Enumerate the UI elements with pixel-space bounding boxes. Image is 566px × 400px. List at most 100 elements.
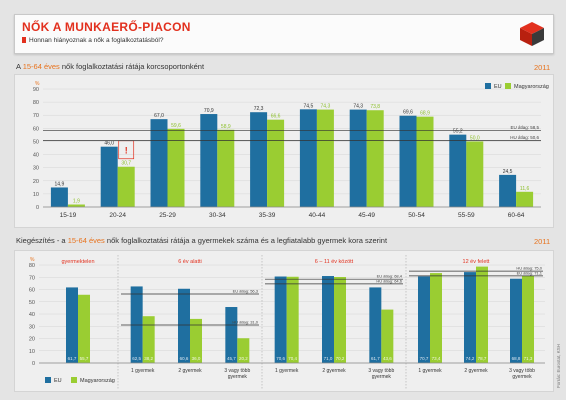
bar-hu xyxy=(430,273,442,363)
y-tick-label: 0 xyxy=(36,205,39,211)
y-tick-label: 40 xyxy=(33,153,39,159)
value-label-hu: 38,2 xyxy=(144,356,153,361)
header-bar: NŐK A MUNKAERŐ-PIACON Honnan hiányoznak … xyxy=(14,14,554,54)
value-label-eu: 60,6 xyxy=(180,356,189,361)
x-tick-label: 35-39 xyxy=(259,212,276,219)
section1-year: 2011 xyxy=(534,63,551,72)
reference-label: HU átlag: 64,6 xyxy=(376,278,402,283)
value-label-eu: 68,8 xyxy=(512,356,521,361)
bar-eu xyxy=(50,187,68,207)
value-label-hu: 11,6 xyxy=(520,186,530,192)
bar-hu xyxy=(522,275,534,363)
value-label-hu: 73,4 xyxy=(432,356,441,361)
y-unit-label: % xyxy=(30,257,35,263)
y-tick-label: 60 xyxy=(33,126,39,132)
x-tick-label: gyermek xyxy=(372,374,392,380)
value-label-hu: 50,0 xyxy=(470,135,480,141)
y-tick-label: 0 xyxy=(32,361,35,367)
section2-title: Kiegészítés - a 15-64 éves nők foglalkoz… xyxy=(16,236,388,245)
y-tick-label: 20 xyxy=(29,337,35,343)
value-label-hu: 58,9 xyxy=(221,124,231,130)
legend-swatch-eu xyxy=(485,83,491,89)
y-tick-label: 50 xyxy=(33,139,39,145)
value-label-eu: 61,7 xyxy=(371,356,380,361)
page-title: NŐK A MUNKAERŐ-PIACON xyxy=(22,20,191,34)
value-label-eu: 55,2 xyxy=(453,129,463,135)
x-tick-label: 3 vagy több xyxy=(224,368,250,374)
bar-hu xyxy=(476,266,488,363)
value-label-hu: 71,3 xyxy=(524,356,533,361)
bar-eu xyxy=(418,276,430,363)
value-label-eu: 69,6 xyxy=(403,110,413,116)
bar-hu xyxy=(286,276,299,363)
bar-hu xyxy=(316,109,334,207)
group-title: 12 év felett xyxy=(463,259,490,265)
reference-label: HU átlag: 75,0 xyxy=(516,266,542,271)
value-label-eu: 14,9 xyxy=(55,181,65,187)
value-label-hu: 36,0 xyxy=(192,356,201,361)
x-tick-label: 50-54 xyxy=(408,212,425,219)
bar-hu xyxy=(237,338,250,363)
value-label-eu: 72,3 xyxy=(254,106,264,112)
value-label-hu: 78,7 xyxy=(478,356,487,361)
value-label-eu: 74,2 xyxy=(466,356,475,361)
legend-label-hu: Magyarország xyxy=(514,84,549,90)
bullet-square-icon xyxy=(22,37,26,44)
group-title: 6 év alatti xyxy=(178,259,202,265)
x-tick-label: 25-29 xyxy=(159,212,176,219)
x-tick-label: gyermek xyxy=(512,374,532,380)
y-tick-label: 60 xyxy=(29,288,35,294)
reference-label: HU átlag: 31,0 xyxy=(232,320,258,325)
value-label-hu: 43,6 xyxy=(383,356,392,361)
bar-eu xyxy=(322,276,334,363)
value-label-eu: 46,0 xyxy=(104,141,114,147)
group-title: gyermektelen xyxy=(61,259,94,265)
value-label-hu: 70,2 xyxy=(336,356,345,361)
x-tick-label: 3 vagy több xyxy=(368,368,394,374)
y-tick-label: 20 xyxy=(33,179,39,185)
value-label-hu: 30,7 xyxy=(121,161,131,167)
legend-label-eu: EU xyxy=(54,378,62,384)
bar-hu xyxy=(217,129,235,207)
bar-hu xyxy=(78,294,90,363)
bar-hu xyxy=(117,166,135,207)
y-tick-label: 10 xyxy=(29,349,35,355)
y-unit-label: % xyxy=(35,81,40,87)
y-tick-label: 70 xyxy=(33,113,39,119)
value-label-hu: 66,6 xyxy=(271,114,281,120)
section1-title: A 15-64 éves nők foglalkoztatási rátája … xyxy=(16,62,205,71)
bar-eu xyxy=(178,288,190,363)
y-tick-label: 30 xyxy=(33,166,39,172)
x-tick-label: 45-49 xyxy=(358,212,375,219)
x-tick-label: 2 gyermek xyxy=(322,368,346,374)
bar-hu xyxy=(267,119,285,207)
legend-swatch-eu xyxy=(45,377,51,383)
value-label-hu: 74,3 xyxy=(321,104,331,110)
y-tick-label: 40 xyxy=(29,312,35,318)
subtitle-text: Honnan hiányoznak a nők a foglalkoztatás… xyxy=(29,37,164,44)
reference-label: EU átlag: 71,1 xyxy=(517,270,543,275)
x-tick-label: 1 gyermek xyxy=(275,368,299,374)
bar-hu xyxy=(366,110,384,207)
value-label-eu: 70,6 xyxy=(276,356,285,361)
legend-label-eu: EU xyxy=(494,84,502,90)
legend-swatch-hu xyxy=(71,377,77,383)
bar-eu xyxy=(66,287,78,363)
bar-hu xyxy=(190,318,202,363)
x-tick-label: 15-19 xyxy=(60,212,77,219)
value-label-hu: 20,2 xyxy=(239,356,248,361)
y-tick-label: 90 xyxy=(33,87,39,93)
y-tick-label: 50 xyxy=(29,300,35,306)
x-tick-label: 20-24 xyxy=(109,212,126,219)
chart1-panel: % 0 10 20 30 40 50 60 70 80 90 14,9 1,9 15-19 46,0 30,7… xyxy=(14,74,554,228)
bar-hu xyxy=(416,116,434,207)
value-label-eu: 62,5 xyxy=(132,356,141,361)
bar-eu xyxy=(250,112,268,207)
x-tick-label: 1 gyermek xyxy=(131,368,155,374)
age-group-chart: % 0 10 20 30 40 50 60 70 80 90 14,9 1,9 15-19 46,0 30,7… xyxy=(33,81,549,219)
bar-eu xyxy=(464,272,476,363)
bar-hu xyxy=(334,277,346,363)
source-note: Forrás: Eurostat, KSH xyxy=(556,344,561,388)
bar-eu xyxy=(399,115,417,207)
bar-eu xyxy=(274,276,287,363)
